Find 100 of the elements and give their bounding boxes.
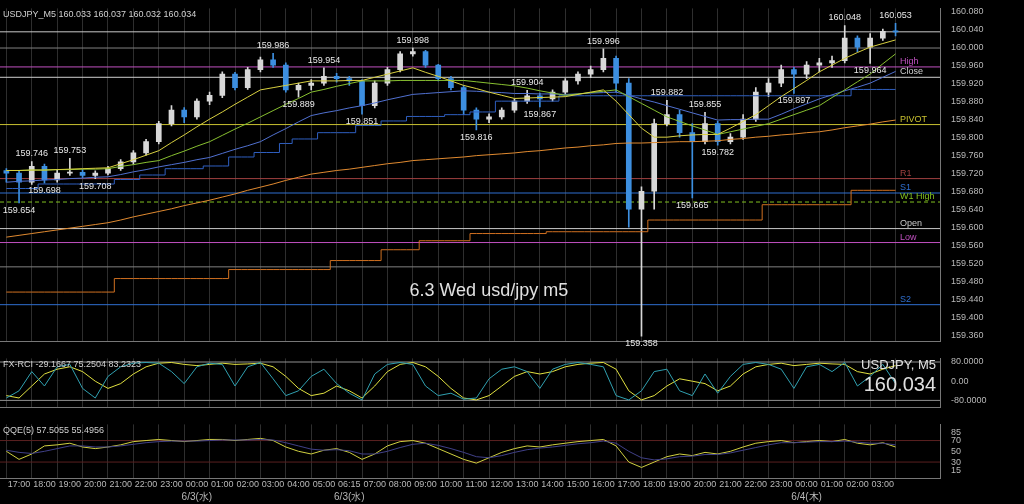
y-tick-label: 160.000 bbox=[951, 41, 984, 52]
ref-line-label: S1 bbox=[900, 182, 912, 192]
text: 6/4(木) bbox=[791, 490, 822, 502]
ref-line-label: R1 bbox=[900, 167, 912, 178]
y-tick-label: 159.760 bbox=[951, 149, 984, 160]
text: 159.882 bbox=[650, 87, 684, 98]
y-tick-label: 15 bbox=[951, 464, 962, 475]
y-tick-label: 159.960 bbox=[951, 59, 984, 70]
text: 159.782 bbox=[701, 147, 734, 158]
text: 159.904 bbox=[510, 77, 544, 88]
text: 159.816 bbox=[460, 131, 493, 142]
text: 159.867 bbox=[523, 108, 557, 119]
x-tick-label: 20:00 bbox=[84, 479, 107, 490]
y-tick-label: 159.720 bbox=[951, 167, 984, 178]
x-tick-label: 19:00 bbox=[58, 479, 82, 490]
y-tick-label: 159.880 bbox=[951, 95, 984, 106]
text: 159.986 bbox=[256, 40, 290, 51]
ref-line-label: High bbox=[900, 55, 919, 66]
y-tick-label: 70 bbox=[951, 435, 962, 446]
y-tick-label: 50 bbox=[951, 445, 962, 456]
ref-line-label: Open bbox=[900, 217, 923, 228]
text: 159.753 bbox=[53, 145, 87, 156]
text: 159.855 bbox=[688, 99, 722, 110]
text: 159.998 bbox=[396, 35, 430, 46]
x-tick-label: 22:00 bbox=[134, 479, 158, 490]
text: 159.665 bbox=[676, 199, 709, 210]
x-tick-label: 08:00 bbox=[388, 479, 412, 490]
y-tick-label: 159.520 bbox=[951, 257, 984, 268]
x-tick-label: 05:00 bbox=[312, 479, 336, 490]
x-tick-label: 19:00 bbox=[668, 479, 691, 490]
x-tick-label: 14:00 bbox=[541, 479, 564, 490]
x-tick-label: 23:00 bbox=[769, 479, 793, 490]
ref-line-label: Close bbox=[900, 66, 924, 77]
y-tick-label: 159.680 bbox=[951, 185, 984, 196]
y-tick-label: 159.640 bbox=[951, 203, 984, 214]
text: 159.964 bbox=[853, 65, 887, 76]
x-tick-label: 02:00 bbox=[846, 479, 869, 490]
x-tick-label: 01:00 bbox=[211, 479, 234, 490]
text: 159.654 bbox=[2, 204, 36, 215]
x-tick-label: 00:00 bbox=[185, 479, 209, 490]
text: 159.708 bbox=[79, 180, 112, 191]
annotation: USDJPY, M5 bbox=[861, 357, 936, 373]
text: 159.954 bbox=[307, 54, 341, 65]
y-tick-label: 159.360 bbox=[951, 329, 984, 340]
x-tick-label: 22:00 bbox=[744, 479, 768, 490]
annotation: 160.034 bbox=[863, 372, 936, 395]
x-tick-label: 01:00 bbox=[820, 479, 844, 490]
x-tick-label: 21:00 bbox=[109, 479, 132, 490]
text: 6/3(水) bbox=[181, 490, 213, 502]
y-tick-label: -80.0000 bbox=[951, 394, 987, 405]
y-tick-label: 30 bbox=[951, 456, 962, 467]
text: 160.048 bbox=[828, 12, 861, 23]
text: 159.996 bbox=[587, 35, 620, 46]
y-tick-label: 159.800 bbox=[951, 131, 984, 142]
x-tick-label: 13:00 bbox=[515, 479, 539, 490]
x-tick-label: 15:00 bbox=[566, 479, 590, 490]
x-tick-label: 07:00 bbox=[363, 479, 386, 490]
x-tick-label: 20:00 bbox=[693, 479, 717, 490]
text: 159.851 bbox=[345, 116, 379, 127]
x-tick-label: 12:00 bbox=[490, 479, 514, 490]
y-tick-label: 159.400 bbox=[951, 311, 984, 322]
ref-line-label: PIVOT bbox=[900, 113, 928, 124]
y-tick-label: 159.840 bbox=[951, 113, 984, 124]
y-tick-label: 85 bbox=[951, 426, 962, 437]
x-tick-label: 03:00 bbox=[871, 479, 895, 490]
y-tick-label: 160.040 bbox=[951, 23, 984, 34]
x-tick-label: 21:00 bbox=[719, 479, 742, 490]
x-tick-label: 09:00 bbox=[414, 479, 437, 490]
annotation: 6.3 Wed usd/jpy m5 bbox=[409, 279, 569, 300]
y-tick-label: 159.480 bbox=[951, 275, 984, 286]
x-tick-label: 18:00 bbox=[33, 479, 56, 490]
text: 159.358 bbox=[625, 338, 658, 349]
y-tick-label: 80.0000 bbox=[951, 356, 984, 367]
x-tick-label: 18:00 bbox=[642, 479, 666, 490]
y-tick-label: 160.080 bbox=[951, 5, 984, 16]
y-tick-label: 159.920 bbox=[951, 77, 984, 88]
text: 159.897 bbox=[777, 95, 811, 106]
text: 6/3(水) bbox=[334, 490, 365, 502]
x-tick-label: 02:00 bbox=[236, 479, 259, 490]
text: 160.053 bbox=[879, 10, 912, 21]
chart-title: USDJPY_M5 160.033 160.037 160.032 160.034 bbox=[3, 9, 197, 20]
ref-line-label: S2 bbox=[900, 293, 912, 304]
y-tick-label: 159.600 bbox=[951, 221, 984, 232]
chart-title: QQE(5) 57.5055 55.4956 bbox=[3, 425, 105, 436]
x-tick-label: 23:00 bbox=[160, 479, 183, 490]
y-tick-label: 0.00 bbox=[951, 375, 969, 386]
text: 159.698 bbox=[28, 185, 61, 196]
text: 159.889 bbox=[282, 99, 315, 110]
x-tick-label: 16:00 bbox=[592, 479, 615, 490]
ref-line-label: Low bbox=[900, 231, 918, 242]
x-tick-label: 10:00 bbox=[439, 479, 463, 490]
x-tick-label: 00:00 bbox=[795, 479, 818, 490]
y-tick-label: 159.440 bbox=[951, 293, 984, 304]
ref-line-label: W1 High bbox=[900, 191, 935, 201]
y-tick-label: 159.560 bbox=[951, 239, 984, 250]
x-tick-label: 03:00 bbox=[261, 479, 285, 490]
x-tick-label: 11:00 bbox=[465, 479, 488, 490]
x-tick-label: 04:00 bbox=[287, 479, 310, 490]
x-tick-label: 06:15 bbox=[338, 479, 361, 490]
x-tick-label: 17:00 bbox=[7, 479, 31, 490]
